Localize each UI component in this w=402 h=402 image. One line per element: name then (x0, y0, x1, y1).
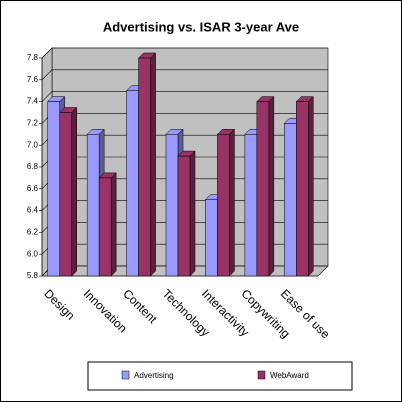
y-tick-label: 6.0 (27, 249, 39, 258)
y-tick-label: 6.4 (27, 206, 39, 215)
y-tick-label: 7.0 (27, 140, 39, 149)
bar-side (189, 150, 196, 277)
y-tick-label: 7.8 (27, 53, 39, 62)
bar (296, 101, 309, 277)
legend-label: WebAward (270, 371, 309, 380)
bar (165, 134, 179, 277)
bar (59, 112, 72, 277)
y-tick-label: 6.8 (27, 162, 39, 171)
grid-line (41, 91, 328, 102)
bar (126, 90, 139, 277)
bar-side (229, 128, 235, 277)
bar (284, 123, 297, 277)
bar (177, 155, 191, 277)
y-tick-label: 7.2 (27, 119, 39, 128)
bar (98, 177, 112, 277)
chart-title: Advertising vs. ISAR 3-year Ave (103, 19, 299, 34)
bar (138, 57, 151, 277)
bar (205, 199, 218, 277)
y-tick-label: 6.2 (27, 228, 39, 237)
y-tick-label: 6.6 (27, 184, 39, 193)
bar-side (308, 95, 314, 277)
grid-line (41, 69, 328, 81)
bar (244, 134, 258, 277)
bar-side (71, 106, 77, 277)
legend-swatch (121, 370, 130, 380)
y-tick-label: 7.4 (27, 97, 39, 106)
bar-side (110, 172, 117, 277)
legend-box (87, 361, 353, 391)
grid-line (41, 47, 328, 59)
bar (217, 134, 230, 277)
bar-side (150, 52, 156, 277)
bar (86, 134, 100, 277)
bar (47, 101, 60, 277)
bar (256, 101, 270, 277)
bar-side (268, 95, 275, 277)
y-tick-label: 5.8 (27, 271, 39, 280)
legend-label: Advertising (134, 371, 174, 380)
y-tick-label: 7.6 (27, 75, 39, 84)
legend-swatch (257, 370, 266, 380)
